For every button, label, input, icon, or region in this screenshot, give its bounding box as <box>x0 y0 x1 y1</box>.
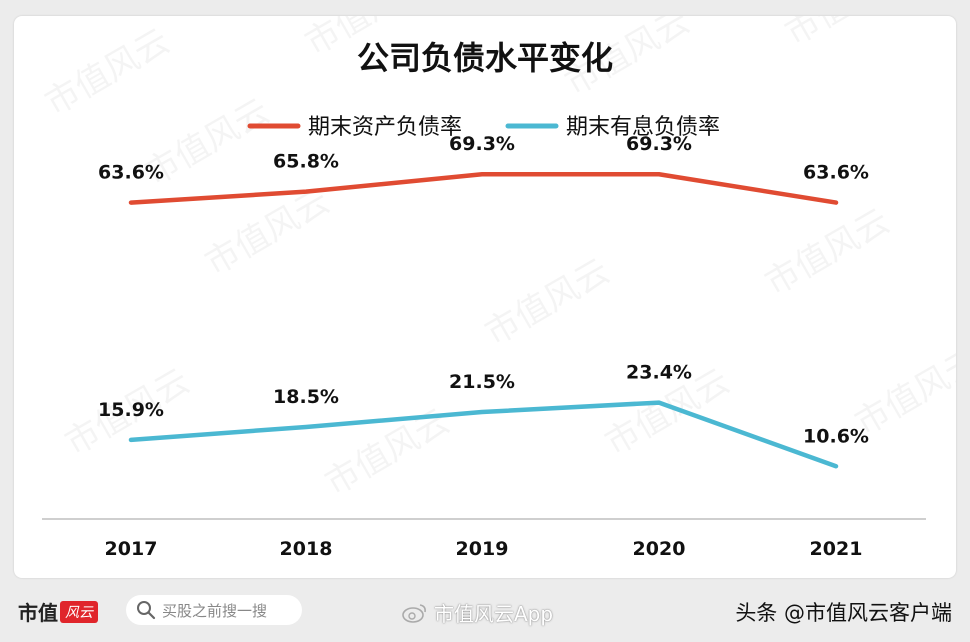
data-label: 69.3% <box>626 133 692 155</box>
x-tick-label: 2020 <box>633 538 686 560</box>
data-label: 15.9% <box>98 399 164 421</box>
watermark-text: 市值风云 <box>759 201 897 304</box>
data-label: 23.4% <box>626 362 692 384</box>
series-line <box>128 171 839 205</box>
watermark-text: 市值风云 <box>39 21 177 124</box>
weibo-watermark: 市值风云App <box>402 598 553 627</box>
data-label: 63.6% <box>803 162 869 184</box>
chart-title: 公司负债水平变化 <box>357 39 613 77</box>
series-layer: 63.6% 65.8% 69.3% 69.3% 63.6% 15.9% 18.5% 21.5%… <box>98 133 869 469</box>
x-tick-label: 2018 <box>280 538 333 560</box>
data-label: 18.5% <box>273 386 339 408</box>
data-label: 69.3% <box>449 133 515 155</box>
footer-bar: 市值 风云 买股之前搜一搜 市值风云App 头条 @市值风云客户端 <box>0 585 970 642</box>
data-label: 63.6% <box>98 162 164 184</box>
logo-tag: 风云 <box>60 600 98 623</box>
search-icon <box>137 601 156 620</box>
data-label: 65.8% <box>273 151 339 173</box>
search-placeholder: 买股之前搜一搜 <box>162 601 268 620</box>
chart-card: 市值风云 市值风云 市值风云 市值风云 市值风云 市值风云 市值风云 市值风云 市值风云 市值风云… <box>14 16 956 578</box>
brand-logo: 市值 风云 <box>18 597 98 626</box>
logo-text: 市值 <box>18 601 58 625</box>
watermark-text: 市值风云 <box>479 251 617 354</box>
legend: 期末资产负债率 期末有息负债率 <box>247 115 720 140</box>
search-box[interactable]: 买股之前搜一搜 <box>126 595 302 625</box>
watermark-text: 市值风云 <box>779 16 917 54</box>
credit-text: 头条 @市值风云客户端 <box>735 601 952 625</box>
weibo-icon <box>402 603 426 623</box>
x-axis-ticks: 2017 2018 2019 2020 2021 <box>105 538 863 560</box>
x-tick-label: 2019 <box>456 538 509 560</box>
legend-label: 期末有息负债率 <box>566 115 720 140</box>
series-line <box>128 400 839 469</box>
weibo-text: 市值风云App <box>434 602 554 626</box>
x-tick-label: 2017 <box>105 538 158 560</box>
data-label: 10.6% <box>803 425 869 447</box>
legend-label: 期末资产负债率 <box>308 115 462 140</box>
data-label: 21.5% <box>449 371 515 393</box>
x-tick-label: 2021 <box>810 538 863 560</box>
